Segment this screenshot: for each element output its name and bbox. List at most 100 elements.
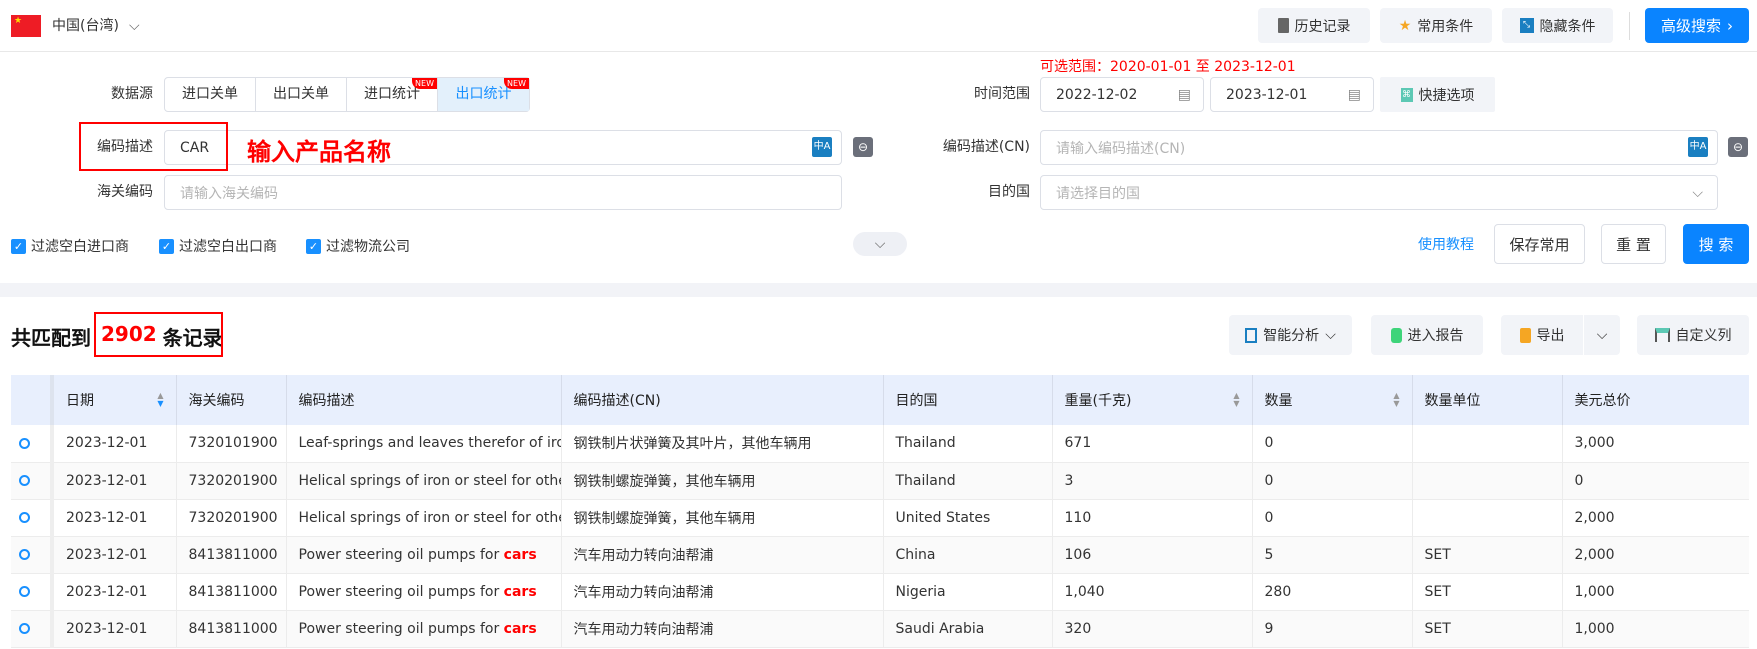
row-detail-search-icon[interactable] bbox=[11, 425, 54, 463]
source-tab[interactable]: 出口关单 bbox=[256, 78, 347, 111]
smart-analysis-button[interactable]: 智能分析 ⌵ bbox=[1229, 315, 1352, 355]
cell-desc: Leaf-springs and leaves therefor of iro bbox=[286, 425, 562, 463]
row-detail-search-icon[interactable] bbox=[11, 573, 54, 611]
cell-hs: 7320201900 bbox=[176, 499, 287, 537]
source-tab-label: 进口关单 bbox=[182, 86, 238, 102]
quick-options-button[interactable]: ⌘ 快捷选项 bbox=[1380, 77, 1495, 112]
results-table: 日期 ▲ ▼ 海关编码 编码描述 编码描述(CN) 目的国 重量(千克) ▲ ▼ 数量 ▲… bbox=[11, 375, 1749, 648]
export-icon bbox=[1519, 327, 1531, 343]
country-label: 中国(台湾) bbox=[52, 18, 119, 34]
row-detail-search-icon[interactable] bbox=[11, 499, 54, 537]
desc-text: Helical springs of iron or steel for oth… bbox=[298, 472, 561, 489]
header-date[interactable]: 日期 ▲ ▼ bbox=[52, 375, 177, 425]
save-favorite-button[interactable]: 保存常用 bbox=[1494, 224, 1585, 264]
date-to-input[interactable]: 2023-12-01 ▤ bbox=[1210, 77, 1374, 112]
sort-icon[interactable]: ▲ ▼ bbox=[157, 391, 164, 408]
checkbox-label: 过滤空白进口商 bbox=[31, 239, 129, 255]
chevron-right-icon: › bbox=[1727, 16, 1733, 35]
hs-input[interactable]: 请输入海关编码 bbox=[164, 175, 842, 210]
chevron-down-icon: ⌵ bbox=[874, 236, 886, 252]
date-from-input[interactable]: 2022-12-02 ▤ bbox=[1040, 77, 1204, 112]
cell-hs: 7320201900 bbox=[176, 462, 287, 500]
source-tab-active[interactable]: 出口统计 NEW bbox=[438, 78, 529, 111]
table-row[interactable]: 2023-12-01 7320101900 Leaf-springs and l… bbox=[11, 425, 1749, 463]
source-tab[interactable]: 进口统计 NEW bbox=[347, 78, 438, 111]
header-weight[interactable]: 重量(千克) ▲ ▼ bbox=[1052, 375, 1253, 425]
header-qty[interactable]: 数量 ▲ ▼ bbox=[1252, 375, 1413, 425]
cell-desc: Power steering oil pumps for cars bbox=[286, 610, 562, 648]
dest-select[interactable]: 请选择目的国 ⌵ bbox=[1040, 175, 1718, 210]
source-label: 数据源 bbox=[111, 86, 153, 102]
annotation-box bbox=[94, 312, 223, 357]
hide-conditions-button[interactable]: ⤡ 隐藏条件 bbox=[1502, 8, 1613, 43]
dest-label: 目的国 bbox=[988, 184, 1030, 200]
expand-search-icon[interactable]: ⊖ bbox=[1728, 137, 1748, 157]
header-label: 重量(千克) bbox=[1064, 393, 1132, 409]
expand-filters-button[interactable]: ⌵ bbox=[853, 232, 907, 256]
cell-dest: Thailand bbox=[883, 425, 1053, 463]
cell-usd: 3,000 bbox=[1562, 425, 1749, 463]
advanced-search-button[interactable]: 高级搜索 › bbox=[1645, 8, 1749, 43]
row-detail-search-icon[interactable] bbox=[11, 536, 54, 574]
desc-input[interactable]: CAR bbox=[164, 130, 842, 165]
checkbox-checked-icon: ✓ bbox=[306, 238, 321, 254]
row-detail-search-icon[interactable] bbox=[11, 462, 54, 500]
translate-icon[interactable]: 中A bbox=[1688, 137, 1708, 157]
tutorial-link[interactable]: 使用教程 bbox=[1418, 237, 1474, 253]
filter-blank-importer-checkbox[interactable]: ✓ 过滤空白进口商 bbox=[11, 236, 129, 256]
row-detail-search-icon[interactable] bbox=[11, 610, 54, 648]
cell-weight: 106 bbox=[1052, 536, 1253, 574]
custom-columns-button[interactable]: 自定义列 bbox=[1637, 315, 1749, 355]
cell-desc: Helical springs of iron or steel for oth… bbox=[286, 499, 562, 537]
table-row[interactable]: 2023-12-01 7320201900 Helical springs of… bbox=[11, 499, 1749, 537]
results-prefix: 共匹配到 bbox=[11, 326, 91, 350]
expand-search-icon[interactable]: ⊖ bbox=[853, 137, 873, 157]
header-label: 编码描述 bbox=[298, 393, 355, 409]
desc-label: 编码描述 bbox=[97, 139, 153, 155]
source-tab[interactable]: 进口关单 bbox=[165, 78, 256, 111]
header-label: 日期 bbox=[66, 393, 94, 409]
cell-qty: 0 bbox=[1252, 499, 1413, 537]
sort-icon[interactable]: ▲ ▼ bbox=[1393, 391, 1400, 408]
table-row[interactable]: 2023-12-01 8413811000 Power steering oil… bbox=[11, 610, 1749, 648]
export-dropdown-button[interactable]: ⌵ bbox=[1584, 315, 1620, 355]
cell-weight: 1,040 bbox=[1052, 573, 1253, 611]
filter-blank-exporter-checkbox[interactable]: ✓ 过滤空白出口商 bbox=[159, 236, 277, 256]
desc-cn-label: 编码描述(CN) bbox=[942, 139, 1030, 155]
desc-cn-input[interactable]: 请输入编码描述(CN) bbox=[1040, 130, 1718, 165]
history-button[interactable]: 历史记录 bbox=[1258, 8, 1370, 43]
desc-text: Power steering oil pumps for bbox=[298, 620, 504, 637]
desc-highlight: cars bbox=[503, 620, 537, 637]
results-count: 2902 bbox=[101, 322, 157, 346]
cell-unit: SET bbox=[1412, 610, 1563, 648]
reset-button[interactable]: 重 置 bbox=[1601, 224, 1666, 264]
cell-usd: 1,000 bbox=[1562, 610, 1749, 648]
cell-hs: 8413811000 bbox=[176, 610, 287, 648]
history-icon bbox=[1277, 18, 1289, 33]
dest-placeholder: 请选择目的国 bbox=[1056, 185, 1140, 202]
favorites-button[interactable]: ★ 常用条件 bbox=[1380, 8, 1492, 43]
table-row[interactable]: 2023-12-01 8413811000 Power steering oil… bbox=[11, 536, 1749, 574]
filter-logistics-checkbox[interactable]: ✓ 过滤物流公司 bbox=[306, 236, 410, 256]
report-button[interactable]: 进入报告 bbox=[1371, 315, 1483, 355]
section-divider bbox=[0, 283, 1757, 297]
columns-label: 自定义列 bbox=[1675, 328, 1732, 344]
table-header-row: 日期 ▲ ▼ 海关编码 编码描述 编码描述(CN) 目的国 重量(千克) ▲ ▼ 数量 ▲… bbox=[11, 375, 1749, 425]
cell-dest: United States bbox=[883, 499, 1053, 537]
chevron-down-icon: ⌵ bbox=[1692, 184, 1703, 201]
cell-date: 2023-12-01 bbox=[52, 462, 177, 500]
table-row[interactable]: 2023-12-01 7320201900 Helical springs of… bbox=[11, 462, 1749, 500]
translate-icon[interactable]: 中A bbox=[812, 137, 832, 157]
results-suffix: 条记录 bbox=[162, 326, 223, 350]
export-button[interactable]: 导出 bbox=[1501, 315, 1583, 355]
checkbox-checked-icon: ✓ bbox=[159, 238, 174, 254]
search-button[interactable]: 搜 索 bbox=[1683, 224, 1749, 264]
country-selector[interactable]: 中国(台湾) ⌵ bbox=[52, 15, 140, 37]
table-row[interactable]: 2023-12-01 8413811000 Power steering oil… bbox=[11, 573, 1749, 611]
header-label: 数量 bbox=[1264, 393, 1293, 409]
header-label: 编码描述(CN) bbox=[573, 393, 661, 409]
cell-qty: 5 bbox=[1252, 536, 1413, 574]
header-label: 数量单位 bbox=[1424, 393, 1481, 409]
sort-icon[interactable]: ▲ ▼ bbox=[1233, 391, 1240, 408]
source-tab-label: 出口关单 bbox=[273, 86, 329, 102]
